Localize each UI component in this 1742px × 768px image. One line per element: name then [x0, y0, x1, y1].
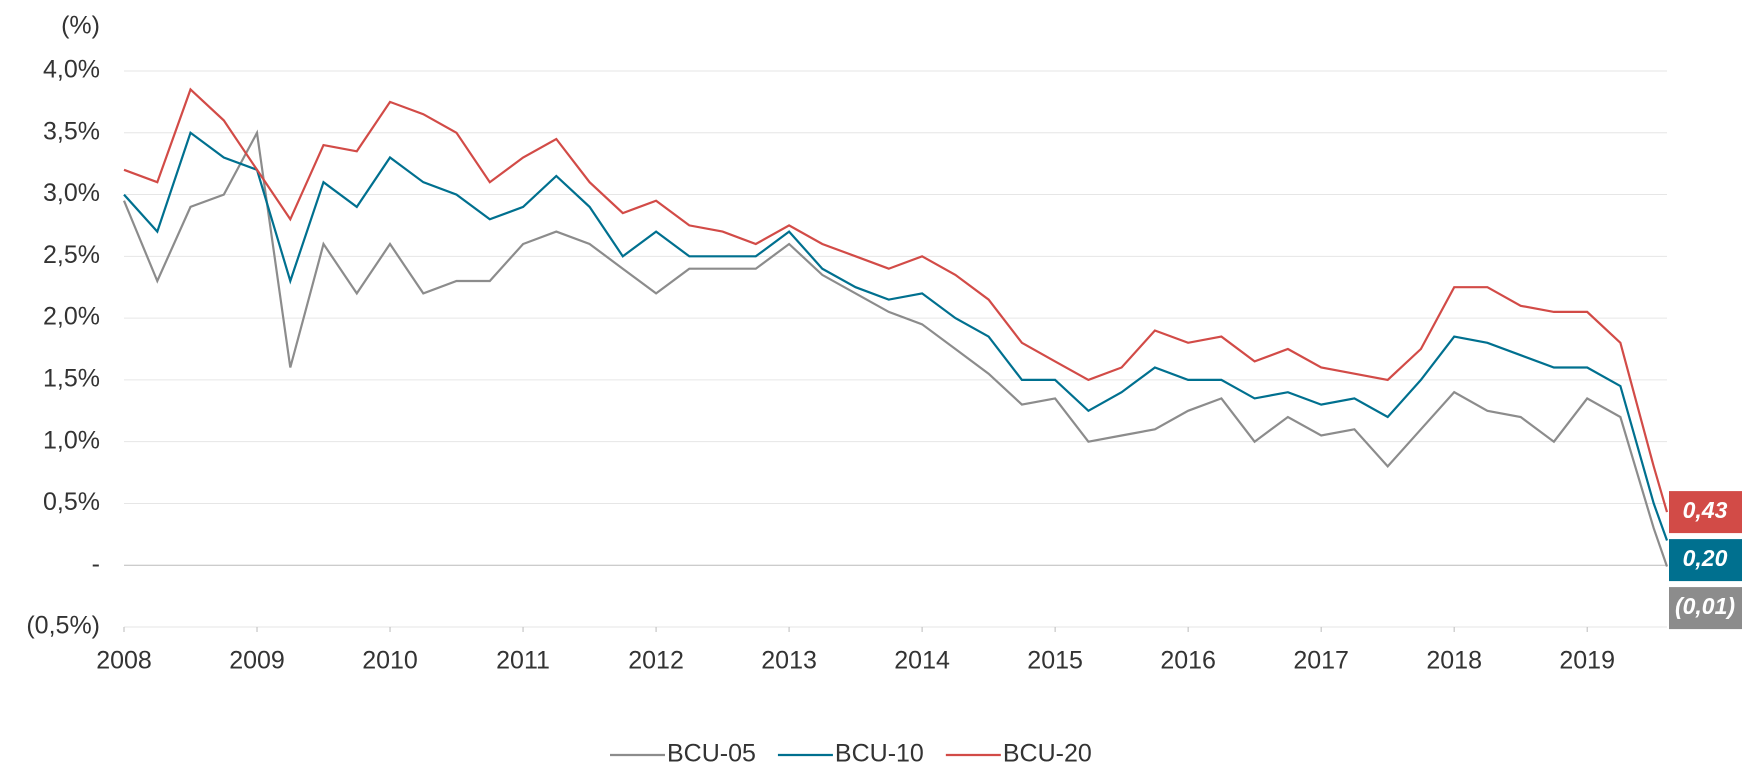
end-label: (0,01) [1675, 593, 1735, 619]
end-label: 0,43 [1683, 497, 1728, 523]
x-tick-label: 2015 [1027, 647, 1083, 675]
series-line [122, 129, 1669, 567]
y-tick-label: 3,0% [43, 179, 100, 207]
end-label-box [1669, 491, 1742, 534]
x-tick-label: 2018 [1426, 647, 1482, 675]
y-tick-label: 3,5% [43, 117, 100, 145]
end-label-box [1669, 587, 1742, 630]
y-axis-label: (%) [61, 12, 100, 40]
legend-label: BCU-05 [667, 740, 756, 768]
y-tick-label: 0,5% [43, 488, 100, 516]
legend-label: BCU-20 [1003, 740, 1092, 768]
y-tick-label: (0,5%) [26, 612, 100, 640]
x-tick-label: 2019 [1559, 647, 1615, 675]
x-tick-label: 2016 [1160, 647, 1216, 675]
y-tick-label: 2,0% [43, 303, 100, 331]
legend-label: BCU-10 [835, 740, 924, 768]
x-tick-label: 2009 [229, 647, 285, 675]
y-tick-label: 1,0% [43, 426, 100, 454]
x-tick-label: 2013 [761, 647, 817, 675]
series-line [123, 87, 1669, 513]
end-label-box [1669, 539, 1742, 582]
x-tick-label: 2011 [496, 647, 550, 675]
x-tick-label: 2010 [362, 647, 418, 675]
end-label: 0,20 [1683, 545, 1728, 571]
y-tick-label: 4,0% [43, 56, 100, 84]
x-tick-label: 2012 [628, 647, 684, 675]
series-line [123, 131, 1669, 541]
y-tick-label: 2,5% [43, 241, 100, 269]
y-tick-label: - [92, 550, 100, 578]
x-tick-label: 2014 [894, 647, 950, 675]
y-tick-label: 1,5% [43, 364, 100, 392]
x-tick-label: 2017 [1293, 647, 1349, 675]
x-tick-label: 2008 [96, 647, 152, 675]
